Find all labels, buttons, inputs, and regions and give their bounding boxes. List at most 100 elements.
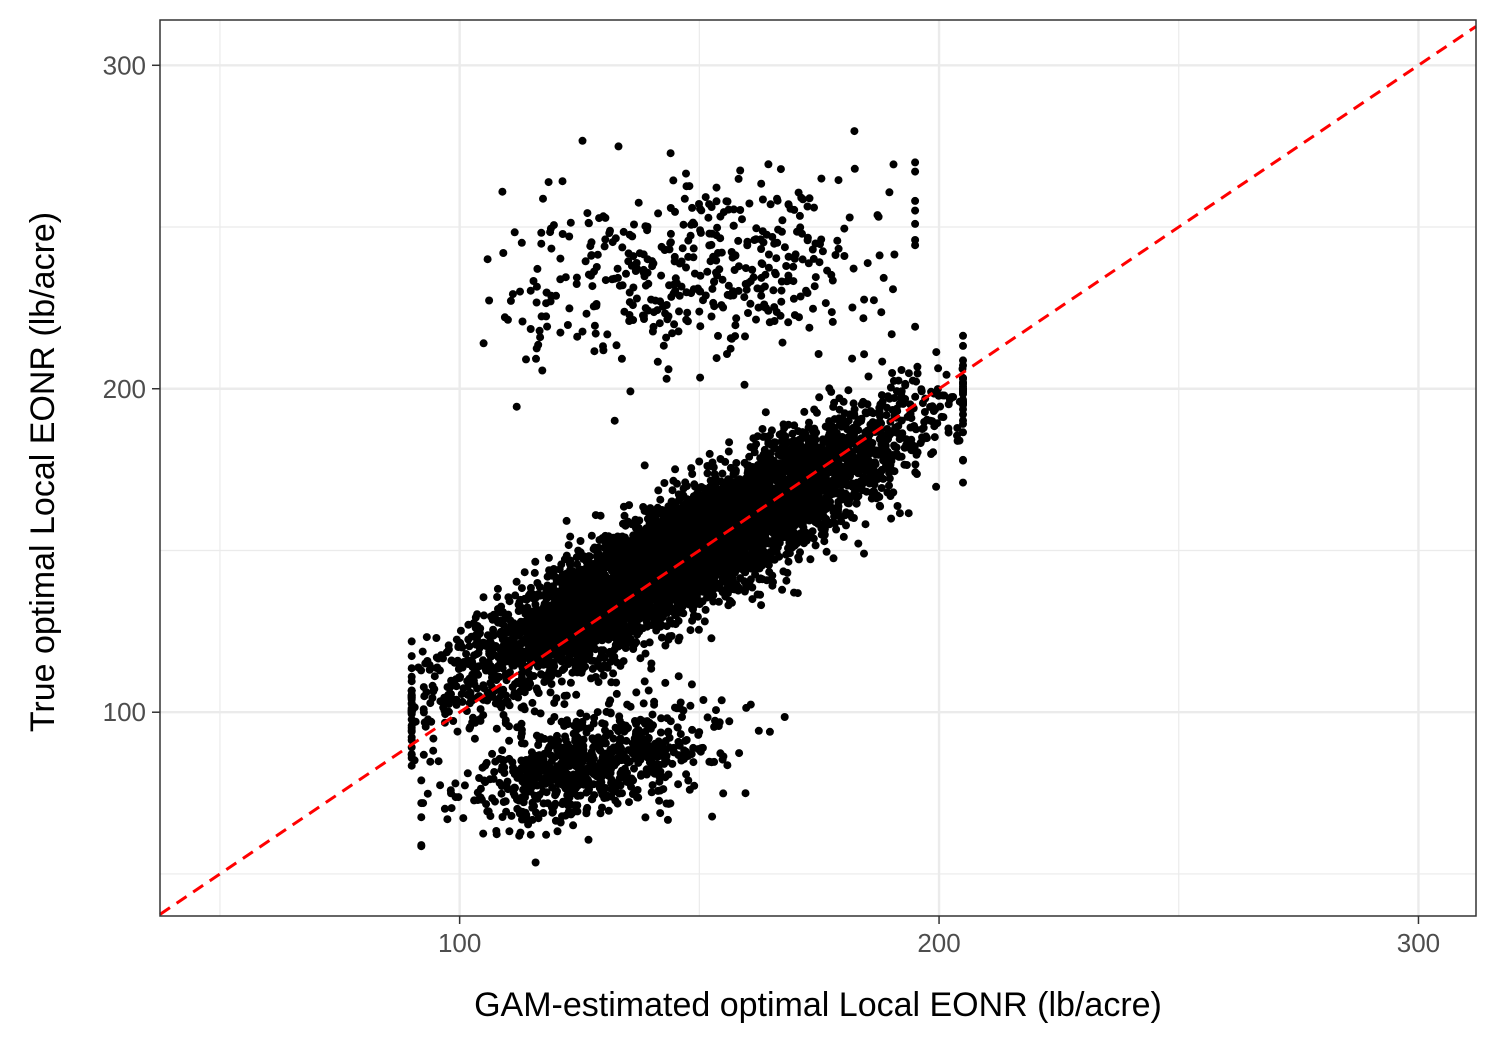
data-point (476, 705, 485, 714)
data-point (897, 387, 906, 396)
data-point (466, 688, 475, 697)
data-point (419, 708, 428, 717)
data-point (407, 664, 416, 673)
data-point (920, 408, 929, 416)
data-point (829, 554, 838, 563)
data-point (725, 438, 734, 447)
data-point (756, 574, 765, 583)
data-point (444, 690, 453, 699)
data-point (418, 647, 427, 656)
data-point (897, 366, 906, 374)
data-point (549, 565, 558, 573)
data-point (876, 418, 885, 427)
data-point (744, 461, 753, 470)
data-point (959, 428, 967, 437)
data-point (470, 734, 479, 743)
data-point (860, 549, 868, 558)
data-point (904, 369, 913, 378)
data-point (878, 357, 887, 366)
data-point (959, 419, 967, 428)
data-point (709, 597, 718, 606)
data-point (528, 698, 537, 707)
data-point (473, 684, 482, 693)
data-point (441, 710, 450, 719)
data-point (660, 479, 669, 487)
data-point (928, 417, 936, 426)
data-point (959, 331, 967, 340)
data-point (857, 416, 866, 425)
data-point (707, 634, 716, 643)
data-point (875, 501, 884, 510)
data-point (752, 440, 761, 449)
data-point (901, 379, 910, 388)
data-point (537, 670, 545, 679)
data-point (434, 654, 443, 663)
data-point (789, 436, 798, 445)
data-point (522, 595, 531, 604)
data-point (864, 372, 873, 381)
data-point (895, 509, 904, 518)
data-point (953, 424, 962, 432)
data-point (619, 657, 628, 666)
data-point (434, 757, 443, 766)
data-point (778, 585, 787, 594)
data-point (452, 695, 461, 704)
data-point (913, 362, 922, 371)
data-point (833, 503, 842, 512)
data-point (894, 376, 903, 385)
data-point (854, 539, 863, 548)
data-point (426, 699, 435, 708)
data-point (489, 625, 498, 634)
data-point (710, 469, 719, 478)
data-point (782, 576, 791, 585)
data-point (669, 476, 678, 485)
data-point (566, 678, 575, 687)
data-point (708, 458, 717, 467)
data-point (668, 619, 677, 628)
data-point (505, 701, 514, 710)
data-point (718, 469, 727, 478)
data-point (686, 626, 695, 635)
data-points (407, 127, 967, 867)
data-point (829, 402, 838, 411)
data-point (768, 581, 777, 590)
data-point (422, 633, 431, 642)
data-point (668, 486, 677, 495)
data-point (860, 350, 869, 359)
data-point (766, 454, 775, 462)
data-point (524, 683, 533, 692)
data-point (587, 531, 596, 540)
data-point (599, 671, 608, 680)
data-point (558, 570, 567, 579)
data-point (695, 457, 704, 466)
data-point (805, 418, 813, 427)
data-point (942, 370, 951, 379)
data-point (465, 642, 474, 651)
data-point (762, 576, 771, 585)
data-point (426, 757, 435, 766)
data-point (885, 474, 894, 483)
data-point (700, 617, 709, 626)
data-point (564, 541, 573, 550)
data-point (632, 688, 641, 697)
data-point (806, 555, 815, 564)
data-point (436, 697, 445, 706)
data-point (457, 662, 466, 671)
data-point (407, 672, 416, 681)
data-point (757, 601, 766, 610)
data-point (603, 663, 612, 672)
data-point (844, 386, 853, 395)
data-point (911, 392, 920, 401)
data-point (782, 550, 791, 559)
data-point (493, 584, 502, 593)
data-point (543, 675, 552, 684)
data-point (566, 532, 575, 541)
data-point (732, 580, 741, 589)
data-point (849, 399, 858, 408)
data-point (620, 511, 629, 520)
data-point (726, 597, 735, 606)
data-point (493, 593, 502, 601)
data-point (882, 403, 891, 412)
data-point (839, 532, 848, 541)
